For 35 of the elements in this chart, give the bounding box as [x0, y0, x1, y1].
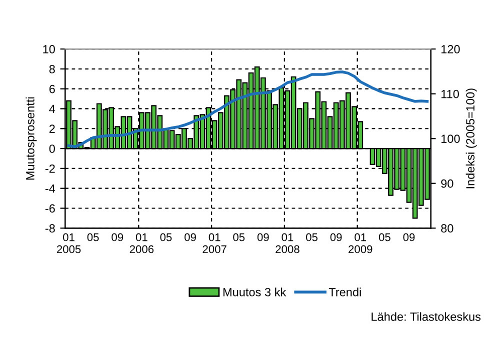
x-tick-label: 01 2006 [130, 233, 154, 254]
legend-label: Muutos 3 kk [223, 288, 286, 296]
y-tick-label: 6 [49, 84, 55, 94]
y-tick-label: -2 [45, 164, 55, 173]
y-tick-label: 4 [49, 104, 56, 113]
x-tick-label: 05 [378, 233, 390, 242]
x-tick-label: 09 [403, 233, 415, 242]
y-tick-label: 2 [49, 124, 55, 133]
y-tick-label: -8 [45, 224, 55, 233]
y-axis-title: Muutosprosentti [26, 97, 37, 180]
x-tick-label: 09 [330, 233, 342, 242]
y2-axis-title: Indeksi (2005=100) [466, 88, 477, 188]
y2-tick-label: 120 [441, 45, 460, 54]
y2-tick-label: 110 [441, 90, 459, 98]
x-tick-label: 01 2007 [202, 233, 226, 254]
x-tick-label: 01 2005 [56, 233, 81, 254]
x-tick-label: 01 2008 [276, 233, 300, 254]
y-tick-label: 10 [43, 45, 55, 54]
y2-tick-label: 80 [441, 224, 454, 233]
y2-tick-label: 90 [441, 179, 454, 188]
text: Lähde: Tilastokeskus [372, 312, 481, 321]
y-tick-label: 8 [49, 64, 55, 74]
y-tick-label: 0 [49, 144, 55, 153]
x-tick-label: 01 2009 [348, 233, 372, 254]
y2-tick-label: 100 [441, 134, 460, 143]
legend-label: Trendi [328, 288, 361, 296]
x-tick-label: 05 [306, 233, 318, 242]
x-tick-label: 09 [257, 233, 269, 242]
y-tick-label: -6 [45, 204, 55, 213]
x-tick-label: 09 [112, 233, 124, 242]
y-tick-label: -4 [45, 184, 56, 193]
x-tick-label: 09 [184, 233, 196, 242]
x-tick-label: 05 [87, 233, 99, 242]
x-tick-label: 05 [160, 233, 172, 242]
x-tick-label: 05 [233, 233, 245, 242]
